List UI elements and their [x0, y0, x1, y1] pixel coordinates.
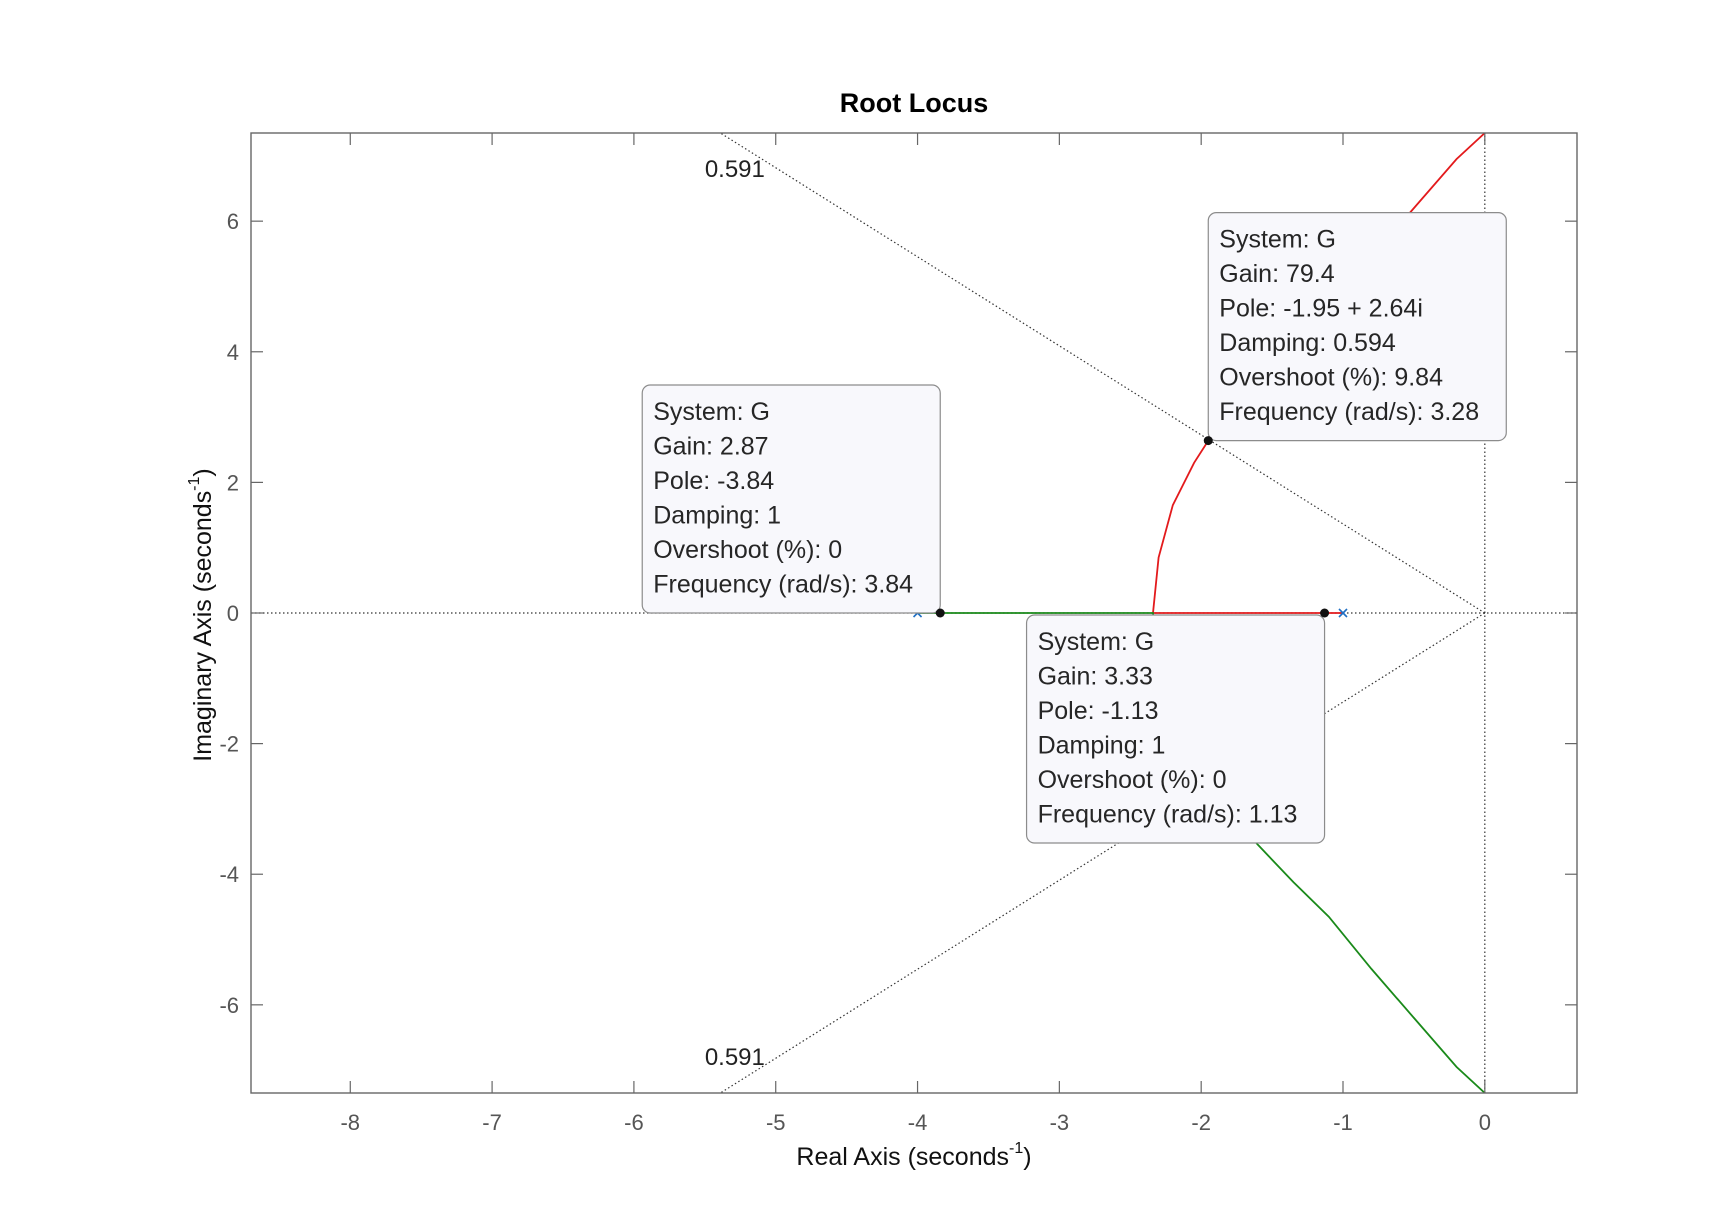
x-tick-label: 0 [1479, 1110, 1491, 1135]
chart-title: Root Locus [840, 88, 989, 118]
y-tick-labels: -6 -4 -2 0 2 4 6 [219, 209, 239, 1018]
y-tick-label: 0 [227, 601, 239, 626]
damping-labels: 0.591 0.591 [705, 156, 765, 1071]
y-tick-label: 6 [227, 209, 239, 234]
damping-line-upper [719, 133, 1486, 614]
datatip-line: Damping: 0.594 [1219, 329, 1396, 357]
axis-ticks [251, 133, 1577, 1093]
datatip-marker [1320, 608, 1330, 618]
datatip-box [1025, 614, 1326, 844]
x-tick-label: -5 [766, 1110, 786, 1135]
plot-frame [250, 132, 1578, 1094]
x-tick-labels: -8 -7 -6 -5 -4 -3 -2 -1 0 [340, 1110, 1490, 1135]
x-tick-label: -3 [1050, 1110, 1070, 1135]
damping-line-lower [719, 612, 1486, 1093]
datatip-3: System: G Gain: 3.33 Pole: -1.13 Damping: 1… [1025, 608, 1330, 844]
x-tick-label: -1 [1333, 1110, 1353, 1135]
datatip-line: Overshoot (%): 0 [653, 536, 842, 564]
x-axis-label-text: Real Axis (seconds [796, 1143, 1009, 1171]
y-tick-label: -6 [219, 993, 239, 1018]
datatip-1: System: G Gain: 79.4 Pole: -1.95 + 2.64i Da… [1203, 211, 1507, 446]
y-axis-label-text: Imaginary Axis (seconds [189, 491, 217, 762]
datatip-line: System: G [1219, 226, 1336, 254]
datatip-line: Pole: -1.95 + 2.64i [1219, 295, 1423, 323]
x-tick-label: -4 [908, 1110, 928, 1135]
damping-label-1: 0.591 [705, 156, 765, 183]
datatip-line: Gain: 3.33 [1038, 663, 1153, 691]
x-tick-label: -8 [340, 1110, 360, 1135]
damping-label-2: 0.591 [705, 1044, 765, 1071]
datatip-line: Overshoot (%): 9.84 [1219, 364, 1443, 392]
x-axis-label: Real Axis (seconds-1) [796, 1140, 1031, 1171]
pole-marker-2 [1338, 608, 1348, 618]
datatip-line: System: G [1038, 628, 1155, 656]
datatip-line: System: G [653, 398, 770, 426]
y-tick-label: -4 [219, 862, 239, 887]
datatip-line: Frequency (rad/s): 3.84 [653, 571, 913, 599]
x-tick-label: -6 [624, 1110, 644, 1135]
datatip-box [641, 384, 941, 614]
x-tick-label: -2 [1191, 1110, 1211, 1135]
datatip-line: Overshoot (%): 0 [1038, 766, 1227, 794]
datatip-line: Damping: 1 [1038, 732, 1166, 760]
y-axis-label-close: ) [189, 468, 217, 476]
datatip-marker [935, 608, 945, 618]
datatip-line: Gain: 79.4 [1219, 260, 1334, 288]
datatip-line: Pole: -1.13 [1038, 697, 1159, 725]
x-tick-label: -7 [482, 1110, 502, 1135]
y-tick-label: -2 [219, 732, 239, 757]
x-axis-label-exponent: -1 [1009, 1140, 1023, 1157]
datatip-line: Pole: -3.84 [653, 467, 774, 495]
datatip-line: Damping: 1 [653, 502, 781, 530]
datatip-line: Gain: 2.87 [653, 433, 768, 461]
y-tick-label: 4 [227, 340, 239, 365]
y-tick-label: 2 [227, 470, 239, 495]
x-axis-label-close: ) [1023, 1143, 1031, 1171]
datatip-marker [1203, 436, 1213, 446]
datatip-line: Frequency (rad/s): 1.13 [1038, 801, 1298, 829]
y-axis-label-exponent: -1 [186, 476, 203, 490]
datatip-box [1207, 211, 1507, 442]
datatip-2: System: G Gain: 2.87 Pole: -3.84 Damping: 1… [641, 384, 945, 618]
datatip-line: Frequency (rad/s): 3.28 [1219, 398, 1479, 426]
y-axis-label: Imaginary Axis (seconds-1) [186, 468, 217, 762]
datatips: System: G Gain: 79.4 Pole: -1.95 + 2.64i Da… [641, 211, 1507, 844]
